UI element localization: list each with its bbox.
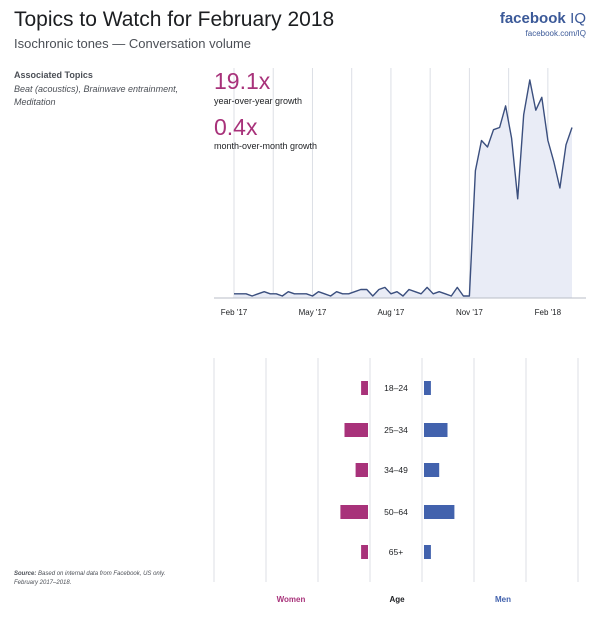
volume-area (234, 80, 572, 298)
mom-growth-value: 0.4x (214, 114, 258, 140)
age-gender-chart: 18–24 25–34 34–49 50–64 65+ Women Age Men (213, 358, 579, 604)
page-subtitle: Isochronic tones — Conversation volume (14, 36, 252, 51)
age-category-label: 25–34 (384, 425, 408, 435)
page-title: Topics to Watch for February 2018 (14, 8, 335, 31)
x-tick-label: Feb '17 (221, 308, 248, 317)
men-bar (424, 423, 448, 437)
x-tick-label: May '17 (299, 308, 327, 317)
mom-growth-label: month-over-month growth (214, 141, 318, 151)
age-category-label: 34–49 (384, 465, 408, 475)
brand-name: facebook (499, 10, 566, 27)
associated-topics-heading: Associated Topics (14, 70, 93, 80)
facebook-iq-logo[interactable]: facebook IQ facebook.com/IQ (500, 10, 586, 38)
age-category-label: 50–64 (384, 507, 408, 517)
x-tick-label: Nov '17 (456, 308, 483, 317)
men-bar (424, 381, 431, 395)
source-label: Source: (14, 571, 37, 577)
conversation-volume-chart: Feb '17 May '17 Aug '17 Nov '17 Feb '18 (214, 68, 586, 317)
men-bar (424, 545, 431, 559)
source-period: February 2017–2018. (14, 580, 72, 586)
women-bar (361, 381, 368, 395)
women-axis-label: Women (277, 595, 306, 604)
yoy-growth-value: 19.1x (214, 68, 271, 94)
age-category-label: 18–24 (384, 383, 408, 393)
men-bar (424, 505, 455, 519)
age-axis-label: Age (389, 595, 405, 604)
women-bar (340, 505, 368, 519)
source-note: Source: Based on internal data from Face… (14, 570, 165, 588)
x-tick-label: Feb '18 (535, 308, 562, 317)
source-text: Based on internal data from Facebook, US… (38, 571, 166, 577)
age-category-label: 65+ (389, 547, 403, 557)
age-label-bg (372, 462, 420, 478)
women-bar (355, 463, 368, 477)
men-axis-label: Men (495, 595, 511, 604)
age-label-bg (372, 544, 420, 560)
x-tick-label: Aug '17 (377, 308, 404, 317)
age-label-bg (372, 504, 420, 520)
women-bar (361, 545, 368, 559)
associated-topics-list: Beat (acoustics), Brainwave entrainment,… (14, 84, 179, 107)
yoy-growth-label: year-over-year growth (214, 96, 303, 106)
women-bar (344, 423, 368, 437)
brand-suffix: IQ (570, 10, 586, 27)
men-bar (424, 463, 440, 477)
age-label-bg (372, 422, 420, 438)
volume-line (234, 79, 573, 297)
age-label-bg (372, 380, 420, 396)
brand-url[interactable]: facebook.com/IQ (525, 29, 586, 38)
